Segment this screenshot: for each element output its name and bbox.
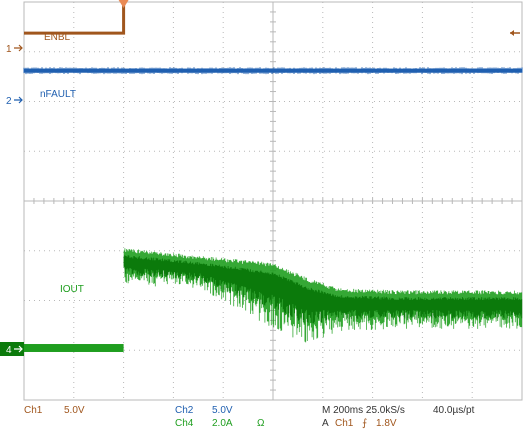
ch2-nfault-trace <box>24 68 522 73</box>
status-bar: Ch1 5.0V Ch2 5.0V Ch4 2.0A Ω M 200ms 25.… <box>24 405 475 429</box>
ch2-trace-label: nFAULT <box>40 89 76 100</box>
ch4-marker-arrow <box>14 345 23 353</box>
ch2-marker-arrow <box>14 96 23 104</box>
ch4-iout-pre-trace <box>24 344 124 352</box>
timebase: M 200ms 25.0kS/s <box>322 405 405 416</box>
traces <box>14 0 523 352</box>
ch4-marker-label: 4 <box>6 345 12 356</box>
ch4-trace-label: IOUT <box>60 284 84 295</box>
trigger-source: Ch1 <box>335 418 354 429</box>
ch2-nfault-noise <box>23 67 523 75</box>
ch1-scale: 5.0V <box>64 405 85 416</box>
ch1-trace-label: ENBL <box>44 32 71 43</box>
sample-interval: 40.0µs/pt <box>433 405 475 416</box>
ch2-scale: 5.0V <box>212 405 233 416</box>
ch2-name: Ch2 <box>175 405 194 416</box>
trigger-level-marker <box>510 30 520 36</box>
channel-markers: 1 2 4 <box>0 44 24 356</box>
trigger-level: 1.8V <box>376 418 397 429</box>
ch4-scale: 2.0A <box>212 418 233 429</box>
ch1-enbl-trace <box>24 0 126 35</box>
ch4-coupling: Ω <box>257 418 265 429</box>
ch4-marker: 4 <box>0 342 24 356</box>
ch4-name: Ch4 <box>175 418 194 429</box>
ch1-marker: 1 <box>6 44 12 55</box>
ch2-marker: 2 <box>6 96 12 107</box>
trigger-slope: ⨍ <box>362 418 367 429</box>
ch1-marker-arrow <box>14 44 23 52</box>
trigger-level-arrow <box>510 30 514 36</box>
ch4-iout-core <box>123 255 523 324</box>
trigger-mode: A <box>322 418 329 429</box>
trigger-position-marker <box>118 0 129 8</box>
ch1-name: Ch1 <box>24 405 43 416</box>
